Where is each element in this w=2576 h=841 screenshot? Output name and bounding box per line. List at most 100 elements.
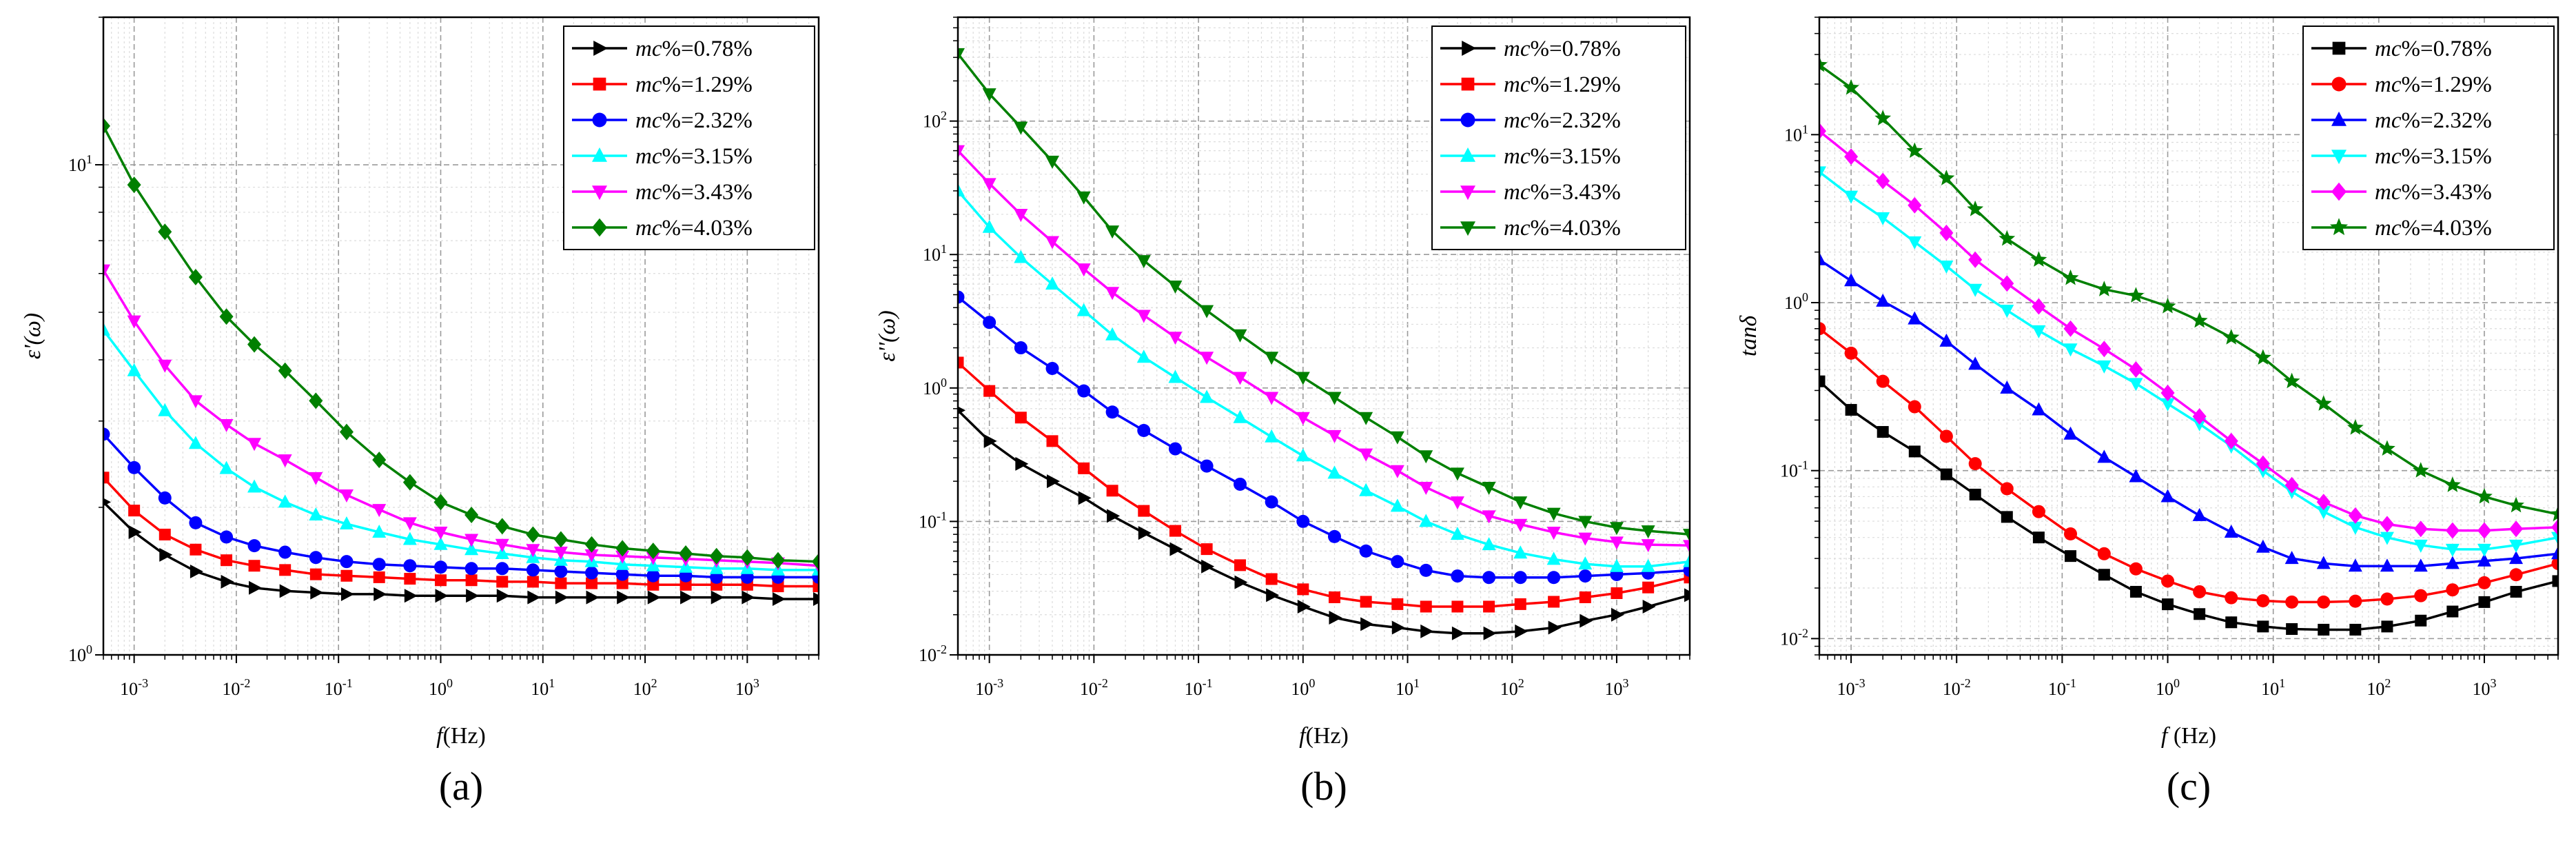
data-point xyxy=(127,176,141,194)
data-point xyxy=(982,88,996,102)
legend-label: mc%=3.43% xyxy=(1504,180,1621,205)
data-point xyxy=(647,578,660,591)
data-point xyxy=(742,590,755,605)
data-point xyxy=(127,460,141,474)
x-tick-label: 10-3 xyxy=(120,676,148,699)
data-point xyxy=(1296,372,1310,385)
data-point xyxy=(647,590,661,605)
data-point xyxy=(1327,529,1341,543)
legend-marker xyxy=(593,77,606,91)
data-point xyxy=(2551,546,2558,560)
data-point xyxy=(1641,539,1655,553)
data-point xyxy=(249,580,263,595)
data-point xyxy=(1076,303,1091,316)
data-point xyxy=(2097,341,2112,358)
data-point xyxy=(1482,571,1496,585)
data-point xyxy=(958,406,965,415)
data-point xyxy=(2478,596,2491,608)
data-point xyxy=(2379,440,2395,456)
legend-marker xyxy=(2331,111,2347,126)
data-point xyxy=(278,362,292,379)
data-point xyxy=(127,363,141,376)
x-tick-label: 103 xyxy=(2472,676,2496,699)
y-tick-label: 100 xyxy=(68,642,92,665)
data-point xyxy=(680,590,694,605)
data-point xyxy=(1419,514,1433,527)
legend-marker xyxy=(2331,77,2347,92)
legend-label: mc%=1.29% xyxy=(2375,72,2492,97)
data-point xyxy=(1513,571,1527,585)
data-point xyxy=(1844,190,1859,204)
data-point xyxy=(2222,329,2240,345)
data-point xyxy=(158,359,172,373)
data-point xyxy=(1968,356,1983,370)
data-point xyxy=(1578,532,1593,546)
x-tick-label: 102 xyxy=(1500,676,1524,699)
x-tick-label: 10-1 xyxy=(1185,676,1213,699)
data-point xyxy=(2000,305,2014,318)
data-point xyxy=(1265,429,1279,443)
data-point xyxy=(465,574,478,587)
data-point xyxy=(1876,212,1890,225)
data-point xyxy=(1451,626,1465,640)
data-point xyxy=(1136,255,1151,269)
data-point xyxy=(1513,496,1528,510)
data-point xyxy=(1819,166,1826,180)
data-point xyxy=(1843,79,1859,95)
data-point xyxy=(1611,607,1624,622)
data-point xyxy=(2162,598,2174,611)
x-tick-label: 100 xyxy=(429,676,453,699)
data-point xyxy=(103,322,110,336)
data-point xyxy=(2063,320,2078,337)
y-tick-label: 100 xyxy=(923,376,947,398)
data-point xyxy=(2098,569,2110,581)
data-point xyxy=(1391,598,1404,610)
data-point xyxy=(1137,424,1151,438)
data-point xyxy=(433,536,448,550)
data-point xyxy=(1265,352,1279,365)
data-point xyxy=(2063,343,2078,357)
data-point xyxy=(1138,505,1150,517)
data-point xyxy=(1683,529,1690,543)
data-point xyxy=(495,538,509,552)
ticks: 10-3 10-2 10-1 100 101 102 103 100 101 xyxy=(68,17,819,699)
data-point xyxy=(2161,574,2175,588)
data-point xyxy=(464,542,479,556)
data-point xyxy=(2032,505,2045,518)
chart-panel-c: 10-3 10-2 10-1 100 101 102 103 10-2 10-1 100 101 f … xyxy=(1736,16,2559,809)
panel-label: (c) xyxy=(2167,764,2211,809)
data-point xyxy=(1136,349,1151,363)
data-point xyxy=(553,547,568,560)
y-tick-label: 101 xyxy=(1784,122,1808,145)
data-point xyxy=(2477,553,2491,567)
y-tick-label: 10-2 xyxy=(919,642,947,665)
data-point xyxy=(812,553,819,570)
plot-frame xyxy=(957,16,1691,656)
data-point xyxy=(309,472,323,485)
data-point xyxy=(373,571,385,583)
data-point xyxy=(1611,587,1623,599)
data-point xyxy=(1105,405,1119,419)
data-point xyxy=(2509,520,2524,538)
data-point xyxy=(127,315,141,329)
data-point xyxy=(496,576,509,588)
data-point xyxy=(1874,110,1892,125)
x-tick-label: 10-2 xyxy=(1943,676,1971,699)
data-point xyxy=(372,558,386,571)
data-point xyxy=(2415,614,2427,627)
data-point xyxy=(1483,600,1495,613)
legend-marker xyxy=(592,112,607,128)
data-point xyxy=(278,545,292,559)
data-point xyxy=(464,506,479,523)
legend-label: mc%=3.15% xyxy=(635,144,753,169)
legend-box xyxy=(1431,26,1686,250)
data-point xyxy=(402,474,417,491)
data-point xyxy=(2129,585,2142,598)
legend-label: mc%=0.78% xyxy=(635,37,753,61)
data-point xyxy=(2286,623,2298,636)
data-point xyxy=(372,504,387,518)
data-point xyxy=(2552,575,2558,587)
legend-label: mc%=3.43% xyxy=(2375,180,2492,205)
data-point xyxy=(1969,488,1981,500)
legend-marker xyxy=(1462,41,1477,56)
